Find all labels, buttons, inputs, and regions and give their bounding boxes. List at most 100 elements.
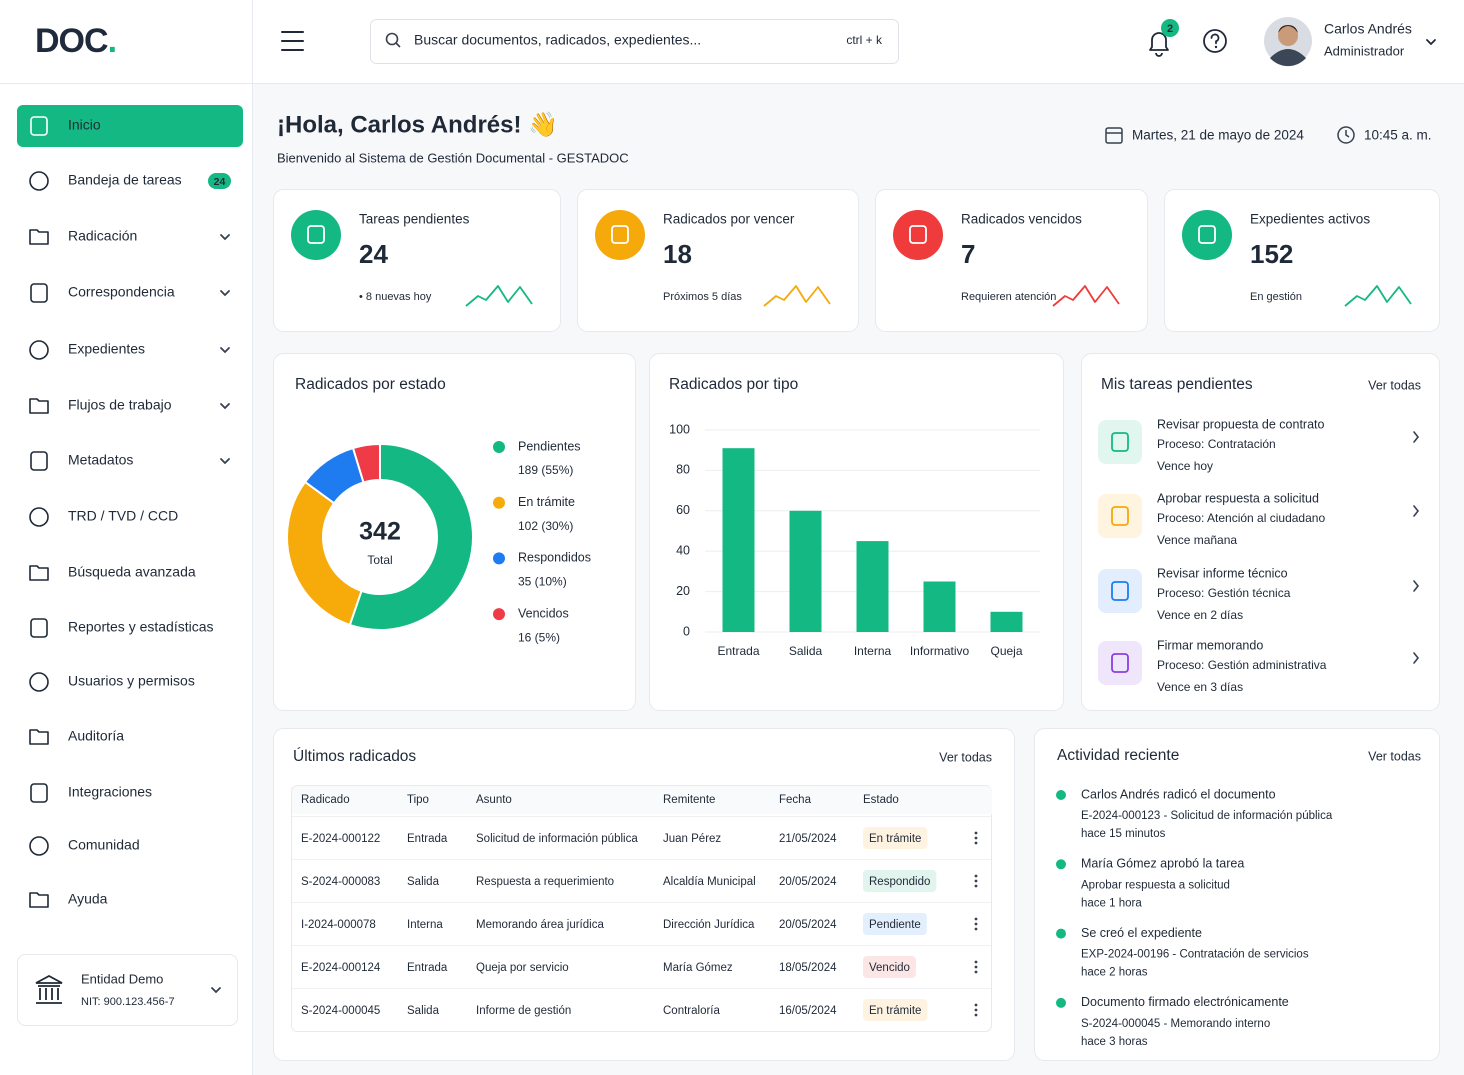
radicado-link[interactable]: S-2024-000083	[301, 876, 380, 888]
search-box[interactable]: Buscar documentos, radicados, expediente…	[370, 19, 899, 64]
bell-icon	[1149, 32, 1169, 57]
menu-icon	[29, 672, 49, 692]
row-actions[interactable]	[974, 831, 978, 845]
task-item[interactable]: Firmar memorando Proceso: Gestión adminis…	[1098, 638, 1420, 694]
search-icon	[395, 42, 401, 48]
kebab-dot	[974, 831, 978, 835]
kebab-dot	[974, 841, 978, 845]
menu-item[interactable]: Bandeja de tareas 24	[29, 171, 231, 191]
stat-value: 24	[359, 239, 388, 269]
task-item[interactable]: Aprobar respuesta a solicitud Proceso: At…	[1098, 491, 1420, 547]
panel-title: Mis tareas pendientes	[1101, 376, 1253, 393]
legend-dot	[493, 608, 505, 621]
stat-card: Tareas pendientes 24 • 8 nuevas hoy	[273, 189, 561, 332]
kebab-dot	[974, 884, 978, 888]
menu-item[interactable]: Flujos de trabajo	[29, 397, 230, 414]
menu-item[interactable]: TRD / TVD / CCD	[29, 507, 178, 527]
y-tick-label: 20	[676, 584, 690, 598]
activity-time: hace 3 horas	[1081, 1036, 1148, 1048]
view-all-link[interactable]: Ver todas	[1368, 749, 1421, 763]
radicado-link[interactable]: E-2024-000124	[301, 962, 381, 974]
sparkline	[1344, 285, 1412, 307]
menu-item[interactable]: Correspondencia	[30, 283, 230, 303]
view-all-link[interactable]: Ver todas	[939, 750, 992, 764]
menu-item[interactable]: Integraciones	[30, 783, 152, 803]
row-actions[interactable]	[974, 1003, 978, 1017]
x-tick-label: Interna	[854, 644, 892, 658]
activity-item: Se creó el expediente EXP-2024-00196 - Co…	[1056, 926, 1309, 979]
menu-toggle[interactable]	[281, 31, 304, 51]
menu-label: Flujos de trabajo	[68, 397, 172, 413]
chevron-icon	[211, 987, 221, 994]
sidebar	[0, 0, 252, 1075]
entity-nit: NIT: 900.123.456-7	[81, 996, 175, 1008]
user-menu[interactable]: Carlos Andrés Administrador	[1264, 17, 1436, 67]
menu-item[interactable]: Metadatos	[30, 451, 230, 471]
stat-card: Radicados vencidos 7 Requieren atención	[875, 189, 1148, 332]
legend-label: Respondidos	[518, 551, 591, 565]
menu-item[interactable]: Radicación	[29, 228, 230, 245]
help-button[interactable]	[1203, 29, 1227, 53]
table-row: E-2024-000122 Entrada Solicitud de informa…	[292, 816, 991, 849]
stat-value: 7	[961, 239, 975, 269]
activity-time: hace 2 horas	[1081, 967, 1148, 979]
stat-icon-glyph	[307, 225, 325, 244]
kebab-dot	[974, 960, 978, 964]
legend-value: 102 (30%)	[518, 519, 573, 533]
menu-item[interactable]: Búsqueda avanzada	[29, 564, 196, 581]
greeting-title: ¡Hola, Carlos Andrés! 👋	[277, 111, 558, 138]
stat-label: Radicados por vencer	[663, 212, 795, 227]
stat-icon-glyph	[611, 225, 629, 244]
row-actions[interactable]	[974, 874, 978, 888]
chevron-icon	[220, 403, 230, 410]
chevron-icon	[1413, 505, 1420, 517]
y-tick-label: 80	[676, 463, 690, 477]
row-actions[interactable]	[974, 917, 978, 931]
activity-detail: S-2024-000045 - Memorando interno	[1081, 1018, 1270, 1030]
menu-item[interactable]: Expedientes	[29, 340, 230, 360]
task-process: Proceso: Atención al ciudadano	[1157, 511, 1325, 525]
legend-value: 35 (10%)	[518, 575, 567, 589]
notification-badge	[1161, 19, 1179, 37]
view-all-link[interactable]: Ver todas	[1368, 378, 1421, 392]
task-due: Vence hoy	[1157, 459, 1213, 473]
kebab-dot	[974, 1013, 978, 1017]
task-icon	[1111, 506, 1129, 526]
menu-item[interactable]: Ayuda	[29, 891, 108, 908]
task-item[interactable]: Revisar propuesta de contrato Proceso: Co…	[1098, 417, 1420, 473]
table-header-bg	[292, 786, 992, 814]
kebab-dot	[974, 874, 978, 878]
activity-dot	[1056, 859, 1066, 870]
radicado-link[interactable]: E-2024-000122	[301, 833, 380, 845]
table-cell: 16/05/2024	[779, 1005, 837, 1017]
menu-label: Búsqueda avanzada	[68, 564, 196, 580]
menu-item[interactable]: Usuarios y permisos	[29, 672, 195, 692]
menu-label: Metadatos	[68, 452, 133, 468]
activity-detail: Aprobar respuesta a solicitud	[1081, 879, 1230, 891]
row-actions[interactable]	[974, 960, 978, 974]
radicado-link[interactable]: I-2024-000078	[301, 919, 376, 931]
help-icon	[1210, 33, 1220, 45]
activity-detail: E-2024-000123 - Solicitud de información…	[1081, 810, 1333, 822]
table-cell: 21/05/2024	[779, 833, 837, 845]
bar	[789, 510, 822, 632]
menu-item[interactable]: Comunidad	[29, 836, 140, 856]
task-icon	[1111, 581, 1129, 601]
legend-label: Pendientes	[518, 439, 581, 453]
task-item[interactable]: Revisar informe técnico Proceso: Gestión …	[1098, 566, 1420, 622]
bar	[923, 581, 956, 632]
table-cell: Juan Pérez	[663, 833, 721, 845]
menu-item[interactable]: Reportes y estadísticas	[30, 618, 214, 638]
menu-icon	[29, 565, 49, 581]
menu-item[interactable]: Auditoría	[29, 728, 124, 745]
radicado-link[interactable]: S-2024-000045	[301, 1005, 380, 1017]
column-header: Remitente	[663, 794, 715, 806]
stat-label: Tareas pendientes	[359, 212, 470, 227]
kebab-dot	[974, 1003, 978, 1007]
activity-time: hace 15 minutos	[1081, 828, 1166, 840]
chevron-icon	[220, 290, 230, 297]
entity-selector[interactable]: Entidad Demo NIT: 900.123.456-7	[17, 954, 238, 1026]
clock-icon	[1345, 130, 1350, 138]
menu-item[interactable]: Inicio	[17, 105, 243, 147]
notifications[interactable]: 2	[1149, 19, 1179, 57]
